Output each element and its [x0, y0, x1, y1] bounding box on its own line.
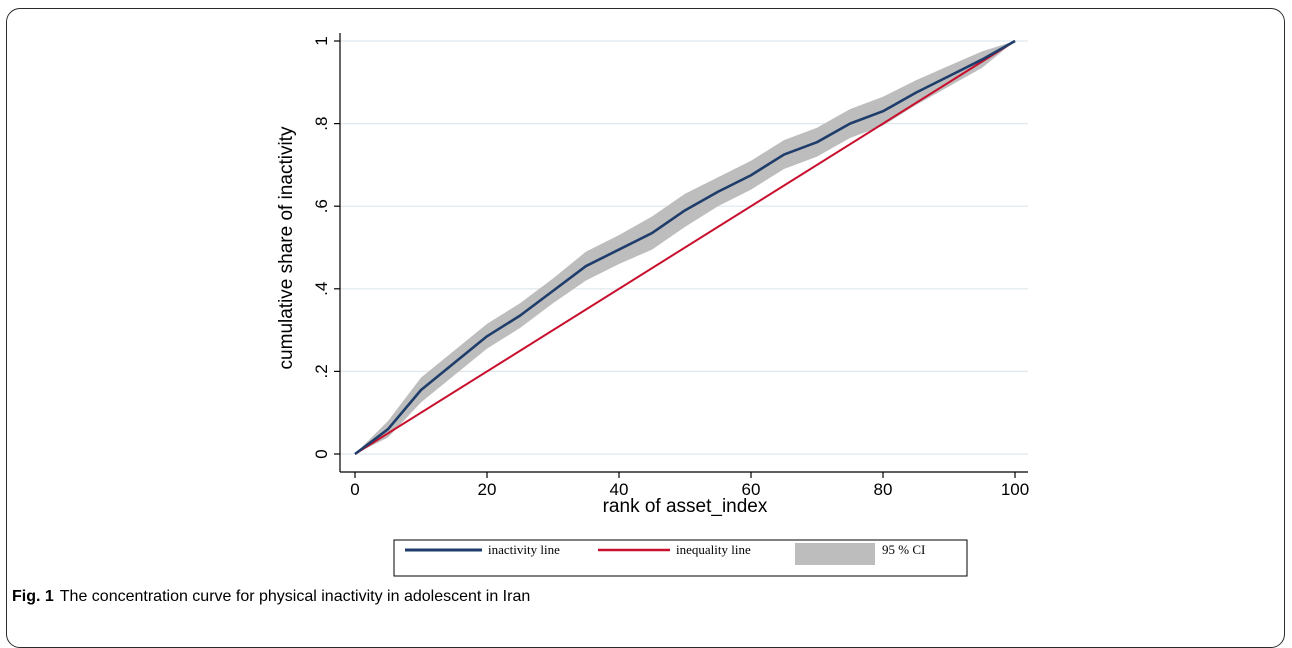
x-tick-label-0: 0 — [350, 480, 359, 499]
inequality-line — [354, 40, 1016, 455]
y-tick-label-0: 0 — [312, 449, 331, 458]
caption-text: The concentration curve for physical ina… — [59, 588, 531, 605]
legend: inactivity line inequality line 95 % CI — [393, 539, 968, 577]
y-axis-title: cumulative share of inactivity — [276, 126, 297, 369]
x-tick-label-4: 80 — [874, 480, 893, 499]
legend-label-ci: 95 % CI — [882, 542, 925, 557]
y-ticks: 0 .2 .4 .6 .8 1 — [312, 36, 340, 459]
x-tick-label-3: 60 — [742, 480, 761, 499]
y-tick-label-1: .2 — [312, 364, 331, 378]
caption-prefix: Fig. 1 — [12, 588, 54, 605]
y-tick-label-3: .6 — [312, 199, 331, 213]
legend-label-inactivity: inactivity line — [488, 542, 560, 557]
x-axis-title: rank of asset_index — [603, 496, 768, 517]
axes — [339, 33, 1028, 473]
figure-caption: Fig. 1 The concentration curve for physic… — [12, 588, 530, 606]
series-lines — [354, 39, 1016, 456]
legend-label-inequality: inequality line — [676, 542, 751, 557]
y-tick-label-5: 1 — [312, 36, 331, 45]
x-ticks: 0 20 40 60 80 100 — [350, 472, 1029, 499]
legend-swatch-ci — [795, 543, 875, 565]
y-tick-label-2: .4 — [312, 282, 331, 296]
concentration-curve-chart: 0 20 40 60 80 100 0 .2 .4 .6 .8 1 rank of asset_in… — [276, 33, 1029, 577]
x-tick-label-2: 40 — [610, 480, 629, 499]
x-tick-label-5: 100 — [1001, 480, 1029, 499]
y-tick-label-4: .8 — [312, 117, 331, 131]
inactivity-line — [354, 39, 1016, 456]
x-tick-label-1: 20 — [478, 480, 497, 499]
